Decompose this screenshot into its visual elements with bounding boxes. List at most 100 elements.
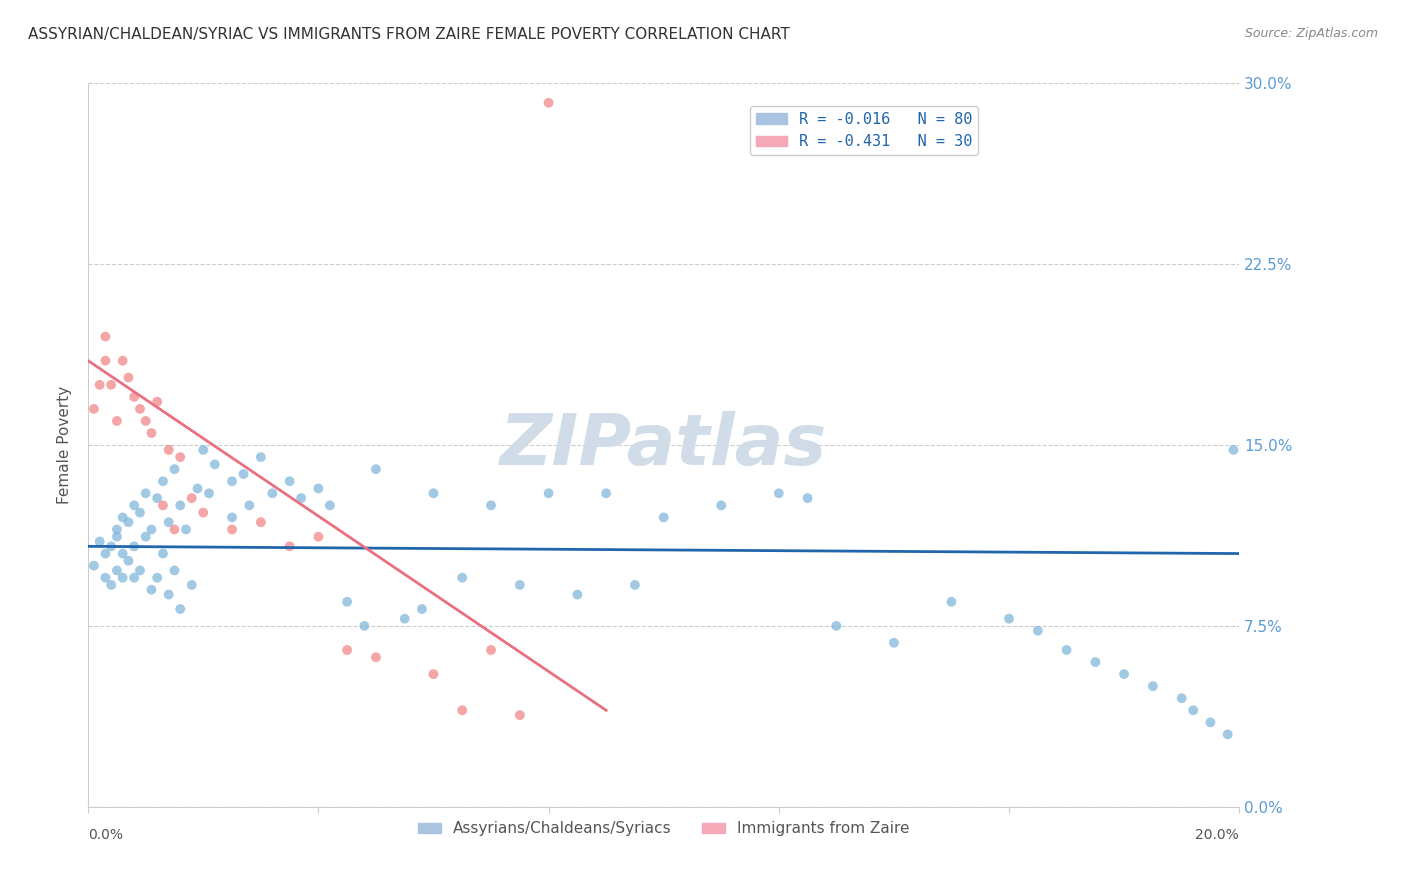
Point <box>1222 442 1244 457</box>
Point <box>100 539 122 553</box>
Point <box>117 554 139 568</box>
Point <box>1182 703 1205 717</box>
Point <box>89 534 111 549</box>
Point <box>163 564 186 578</box>
Point <box>422 486 444 500</box>
Point <box>1199 715 1222 730</box>
Point <box>364 462 387 476</box>
Point <box>122 390 145 404</box>
Point <box>94 571 117 585</box>
Point <box>141 523 163 537</box>
Point <box>105 523 128 537</box>
Point <box>83 558 105 573</box>
Point <box>111 353 134 368</box>
Point <box>290 491 312 505</box>
Point <box>567 588 589 602</box>
Point <box>422 667 444 681</box>
Point <box>221 523 243 537</box>
Point <box>94 329 117 343</box>
Point <box>169 602 191 616</box>
Point <box>198 486 221 500</box>
Point <box>479 643 502 657</box>
Point <box>796 491 818 505</box>
Point <box>509 708 531 723</box>
Point <box>193 442 215 457</box>
Point <box>249 515 271 529</box>
Point <box>1084 655 1107 669</box>
Point <box>232 467 254 481</box>
Point <box>83 401 105 416</box>
Point <box>94 547 117 561</box>
Point <box>180 578 202 592</box>
Point <box>122 499 145 513</box>
Point <box>105 564 128 578</box>
Text: 0.0%: 0.0% <box>89 829 124 842</box>
Point <box>157 442 180 457</box>
Point <box>537 95 560 110</box>
Text: ZIPatlas: ZIPatlas <box>501 410 827 480</box>
Point <box>307 482 329 496</box>
Point <box>1056 643 1078 657</box>
Point <box>152 475 174 489</box>
Text: 20.0%: 20.0% <box>1195 829 1239 842</box>
Point <box>204 458 226 472</box>
Point <box>624 578 647 592</box>
Point <box>94 353 117 368</box>
Point <box>710 499 733 513</box>
Point <box>169 450 191 464</box>
Point <box>941 595 963 609</box>
Point <box>111 571 134 585</box>
Point <box>883 636 905 650</box>
Point <box>1142 679 1164 693</box>
Point <box>135 486 157 500</box>
Point <box>262 486 284 500</box>
Point <box>105 414 128 428</box>
Y-axis label: Female Poverty: Female Poverty <box>58 386 72 504</box>
Point <box>537 486 560 500</box>
Point <box>100 377 122 392</box>
Legend: Assyrians/Chaldeans/Syriacs, Immigrants from Zaire: Assyrians/Chaldeans/Syriacs, Immigrants … <box>412 815 915 842</box>
Point <box>117 515 139 529</box>
Point <box>221 475 243 489</box>
Text: ASSYRIAN/CHALDEAN/SYRIAC VS IMMIGRANTS FROM ZAIRE FEMALE POVERTY CORRELATION CHA: ASSYRIAN/CHALDEAN/SYRIAC VS IMMIGRANTS F… <box>28 27 790 42</box>
Point <box>163 523 186 537</box>
Point <box>129 401 152 416</box>
Point <box>336 595 359 609</box>
Point <box>135 530 157 544</box>
Point <box>509 578 531 592</box>
Point <box>111 547 134 561</box>
Point <box>89 377 111 392</box>
Point <box>174 523 197 537</box>
Point <box>825 619 848 633</box>
Point <box>180 491 202 505</box>
Point <box>451 703 474 717</box>
Point <box>278 539 301 553</box>
Point <box>595 486 617 500</box>
Point <box>1114 667 1136 681</box>
Point <box>163 462 186 476</box>
Point <box>129 506 152 520</box>
Point <box>1026 624 1049 638</box>
Point <box>353 619 375 633</box>
Point <box>146 491 169 505</box>
Point <box>249 450 271 464</box>
Point <box>146 571 169 585</box>
Point <box>1216 727 1239 741</box>
Point <box>157 588 180 602</box>
Point <box>193 506 215 520</box>
Point <box>652 510 675 524</box>
Point <box>152 499 174 513</box>
Point <box>221 510 243 524</box>
Point <box>238 499 260 513</box>
Point <box>100 578 122 592</box>
Point <box>411 602 433 616</box>
Point <box>394 612 416 626</box>
Point <box>129 564 152 578</box>
Point <box>122 539 145 553</box>
Point <box>319 499 342 513</box>
Point <box>169 499 191 513</box>
Point <box>105 530 128 544</box>
Point <box>998 612 1021 626</box>
Text: Source: ZipAtlas.com: Source: ZipAtlas.com <box>1244 27 1378 40</box>
Point <box>157 515 180 529</box>
